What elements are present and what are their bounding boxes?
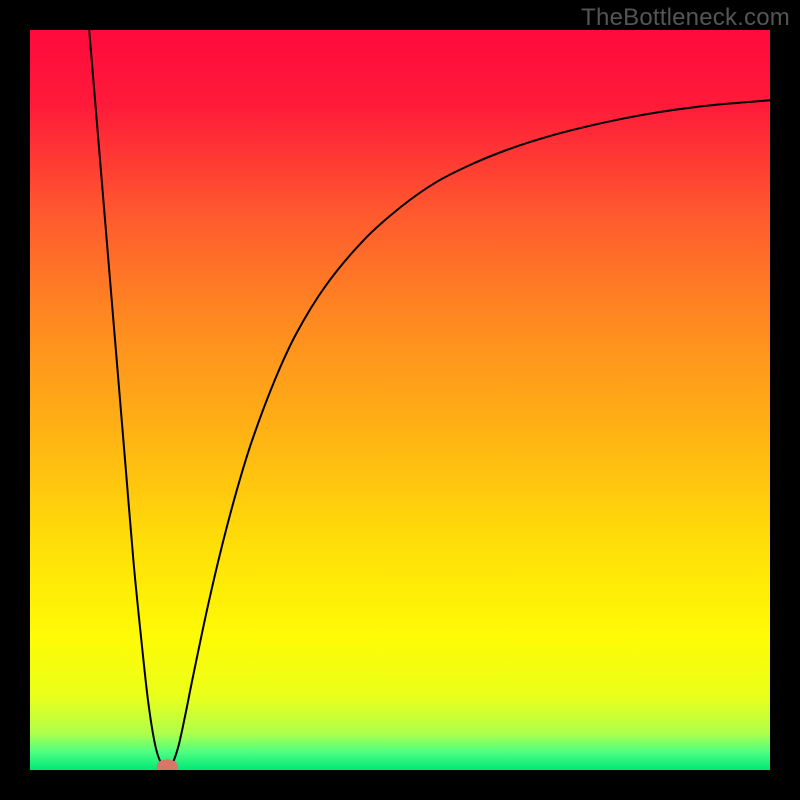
chart-container: TheBottleneck.com	[0, 0, 800, 800]
minimum-marker	[157, 760, 178, 770]
plot-area	[30, 30, 770, 770]
watermark-text: TheBottleneck.com	[581, 4, 790, 32]
curve-layer	[30, 30, 770, 770]
bottleneck-curve	[89, 30, 770, 769]
